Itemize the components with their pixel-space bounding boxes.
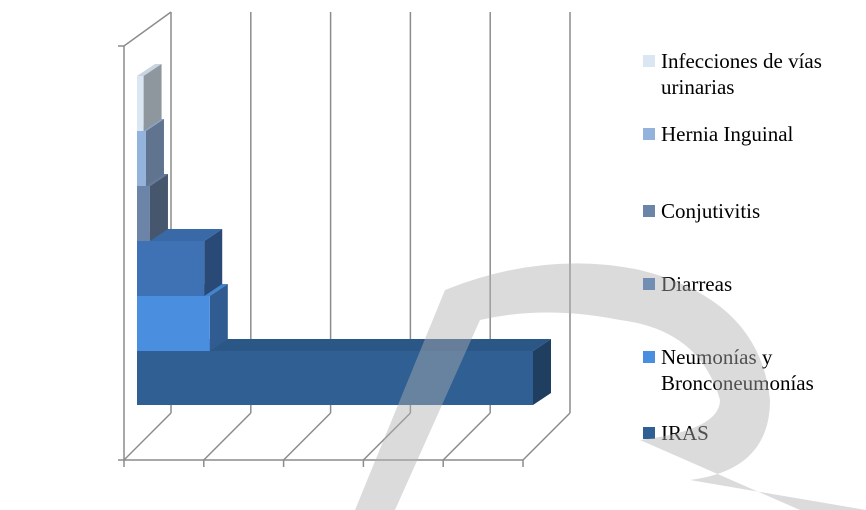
bars bbox=[137, 64, 551, 405]
bar-3 bbox=[137, 174, 168, 241]
gridline-floor bbox=[362, 412, 411, 461]
bar-0 bbox=[137, 339, 551, 405]
bar-front-face bbox=[137, 76, 144, 131]
legend-swatch bbox=[643, 128, 655, 140]
legend-label: Neumonías y Bronconeumonías bbox=[661, 345, 814, 395]
legend-label: Diarreas bbox=[661, 272, 732, 296]
legend-swatch bbox=[643, 205, 655, 217]
bar-side-face bbox=[145, 119, 164, 186]
bar-side-face bbox=[143, 64, 162, 131]
legend-swatch bbox=[643, 278, 655, 290]
legend-item: IRAS bbox=[643, 421, 709, 445]
legend-label-line: Neumonías y bbox=[661, 345, 773, 369]
gridline-floor bbox=[203, 412, 252, 461]
legend-label: IRAS bbox=[661, 421, 709, 445]
legend-label: Conjutivitis bbox=[661, 199, 760, 223]
bar-front-face bbox=[137, 241, 205, 296]
legend-item: Hernia Inguinal bbox=[643, 122, 794, 146]
legend-label-line: Infecciones de vías bbox=[661, 49, 822, 73]
wall-top-edge bbox=[123, 11, 172, 47]
legend-label: Infecciones de vías urinarias bbox=[661, 49, 822, 99]
legend-label-line: Bronconeumonías bbox=[661, 371, 814, 395]
legend-item: Neumonías y Bronconeumonías bbox=[643, 345, 814, 395]
chart-walls bbox=[118, 11, 523, 461]
bar-side-face bbox=[204, 229, 223, 296]
bar-side-face bbox=[533, 339, 551, 405]
legend: Infecciones de vías urinarias Hernia Ingui… bbox=[643, 49, 822, 445]
legend-swatch bbox=[643, 351, 655, 363]
bar-front-face bbox=[137, 351, 533, 405]
bar-top-face bbox=[137, 64, 162, 76]
legend-label: Hernia Inguinal bbox=[661, 122, 794, 146]
legend-swatch bbox=[643, 55, 655, 67]
bar-front-face bbox=[137, 296, 210, 351]
bar-5 bbox=[137, 64, 162, 131]
bar-2 bbox=[137, 229, 223, 296]
bar-front-face bbox=[137, 186, 150, 241]
bar-front-face bbox=[137, 131, 146, 186]
watermark bbox=[355, 263, 866, 510]
legend-item: Infecciones de vías urinarias bbox=[643, 49, 822, 99]
bar-top-face bbox=[137, 339, 551, 351]
legend-label-line: urinarias bbox=[661, 75, 734, 99]
gridline-floor bbox=[522, 412, 571, 461]
legend-item: Diarreas bbox=[643, 272, 732, 296]
gridlines bbox=[123, 12, 571, 467]
bar-side-face bbox=[209, 284, 228, 351]
gridline-floor bbox=[442, 412, 491, 461]
watermark-shape bbox=[355, 263, 866, 510]
legend-swatch bbox=[643, 427, 655, 439]
legend-item: Conjutivitis bbox=[643, 199, 760, 223]
bar-side-face bbox=[149, 174, 168, 241]
gridline-floor bbox=[123, 412, 172, 461]
gridline-floor bbox=[283, 412, 332, 461]
